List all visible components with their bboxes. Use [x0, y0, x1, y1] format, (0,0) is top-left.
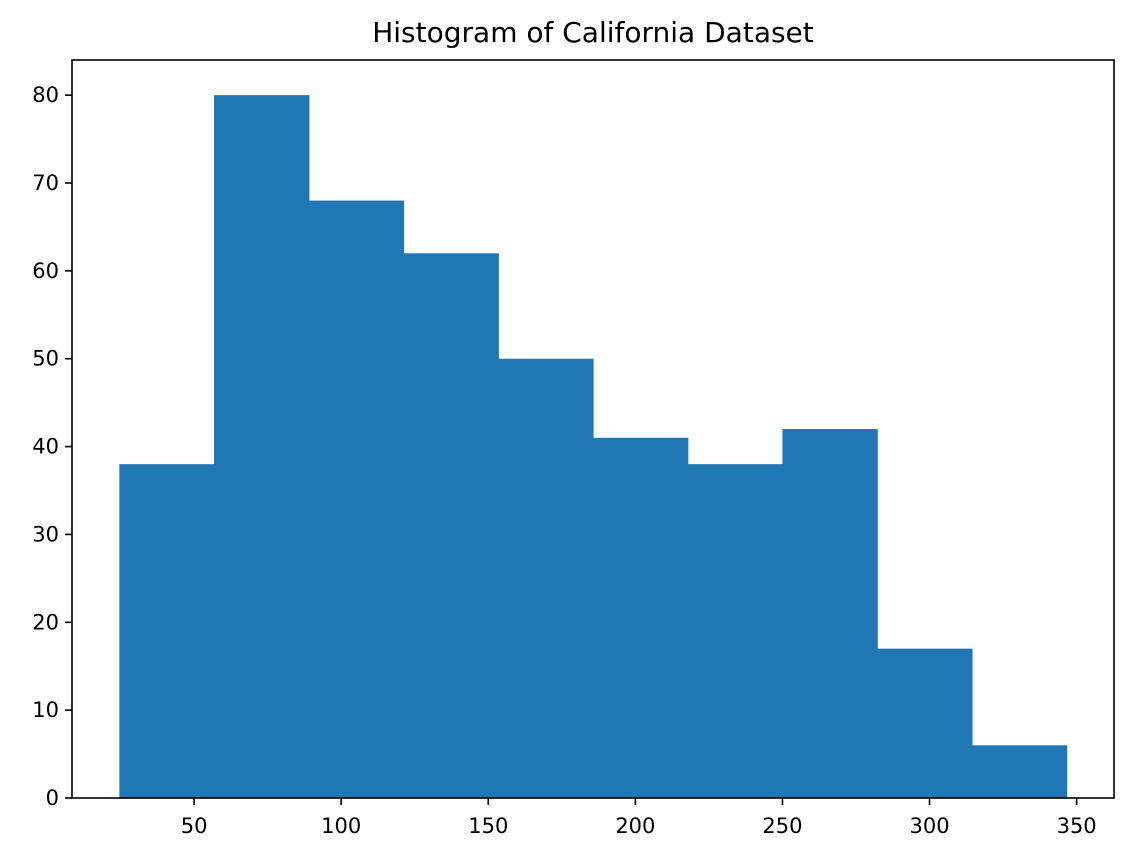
- histogram-bar: [687, 464, 784, 798]
- y-tick-label: 0: [46, 786, 59, 810]
- x-tick-label: 150: [468, 814, 508, 838]
- y-axis: 0 10 20 30 40 50 60 70 80: [32, 83, 72, 810]
- x-tick-label: 200: [615, 814, 655, 838]
- histogram-bar: [308, 200, 405, 799]
- y-tick-label: 80: [32, 83, 59, 107]
- histogram-bar: [403, 253, 499, 799]
- y-tick-label: 30: [32, 522, 59, 546]
- y-tick-label: 20: [32, 610, 59, 634]
- histogram-bar: [214, 95, 310, 798]
- chart-title: Histogram of California Dataset: [372, 16, 814, 49]
- histogram-bar: [971, 745, 1068, 798]
- x-tick-label: 250: [762, 814, 802, 838]
- y-tick-label: 60: [32, 259, 59, 283]
- y-tick-label: 70: [32, 171, 59, 195]
- histogram-bar: [498, 358, 594, 798]
- y-tick-label: 50: [32, 347, 59, 371]
- histogram-bar: [782, 429, 878, 798]
- histogram-bar: [877, 648, 973, 798]
- y-tick-label: 10: [32, 698, 59, 722]
- x-tick-label: 350: [1057, 814, 1097, 838]
- x-axis: 50 100 150 200 250 300 350: [181, 798, 1097, 838]
- histogram-bar: [119, 464, 215, 798]
- plot-frame: [71, 59, 1115, 799]
- y-tick-label: 40: [32, 435, 59, 459]
- bars-layer: [119, 95, 1068, 799]
- histogram-bar: [593, 437, 689, 798]
- x-tick-label: 100: [321, 814, 361, 838]
- x-tick-label: 50: [181, 814, 208, 838]
- x-tick-label: 300: [909, 814, 949, 838]
